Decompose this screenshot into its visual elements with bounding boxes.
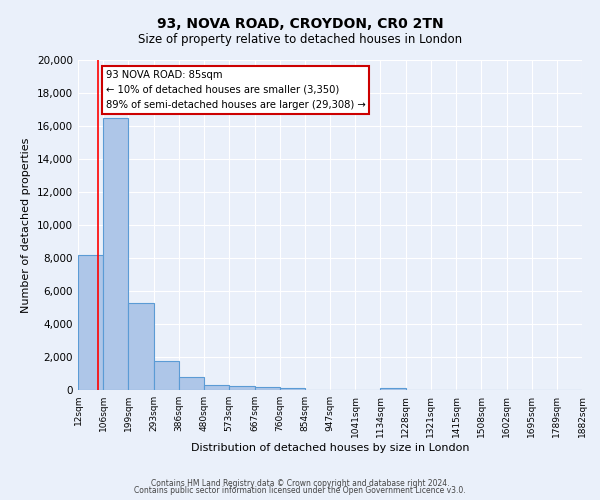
Bar (229, 386, 254, 390)
Bar (179, 377, 204, 390)
Bar (154, 361, 179, 390)
Bar (380, 388, 406, 390)
Text: Contains public sector information licensed under the Open Government Licence v3: Contains public sector information licen… (134, 486, 466, 495)
Text: 93, NOVA ROAD, CROYDON, CR0 2TN: 93, NOVA ROAD, CROYDON, CR0 2TN (157, 18, 443, 32)
Bar (103, 118, 128, 390)
Bar (204, 386, 229, 390)
Text: Size of property relative to detached houses in London: Size of property relative to detached ho… (138, 32, 462, 46)
Text: 93 NOVA ROAD: 85sqm
← 10% of detached houses are smaller (3,350)
89% of semi-det: 93 NOVA ROAD: 85sqm ← 10% of detached ho… (106, 70, 365, 110)
Bar (78, 254, 103, 390)
Bar (254, 387, 280, 390)
Bar (280, 388, 305, 390)
Bar (128, 302, 154, 390)
Text: Contains HM Land Registry data © Crown copyright and database right 2024.: Contains HM Land Registry data © Crown c… (151, 478, 449, 488)
Y-axis label: Number of detached properties: Number of detached properties (22, 138, 31, 312)
X-axis label: Distribution of detached houses by size in London: Distribution of detached houses by size … (191, 442, 469, 452)
